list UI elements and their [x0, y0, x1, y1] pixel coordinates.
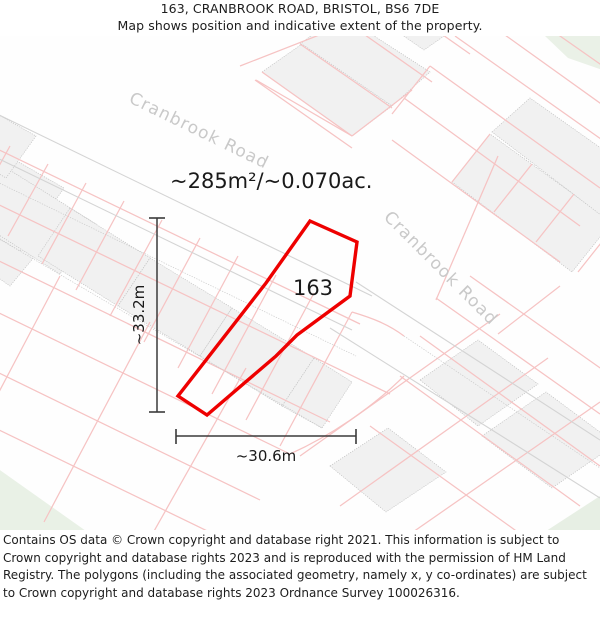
parcel-boundary-layer [0, 36, 600, 530]
parcel-line [451, 133, 491, 183]
green-space-northeast [545, 36, 600, 70]
parcel-line [239, 36, 319, 67]
parcel-line [429, 65, 600, 189]
plot-outline-layer [0, 183, 600, 469]
parcel-line [505, 36, 600, 104]
parcel-line [493, 163, 533, 213]
map-canvas[interactable]: Cranbrook Road Cranbrook Road 163 ~285m²… [0, 36, 600, 530]
parcel-line [299, 43, 393, 109]
road-casing-branch-south [329, 327, 600, 499]
road-casing-south [0, 158, 353, 331]
parcel-line [7, 163, 49, 237]
building-layer [0, 36, 600, 513]
horizontal-dimension: ~30.6m [175, 429, 357, 465]
parcel-line [41, 182, 87, 265]
road-casing-branch-north [355, 281, 600, 441]
parcel-line [0, 312, 291, 455]
building-block [491, 97, 600, 215]
parcel-line [339, 357, 549, 507]
parcel-line [0, 204, 391, 395]
parcel-line [454, 36, 600, 140]
plot-outline [0, 239, 323, 429]
parcel-line [351, 311, 405, 337]
page-header: 163, CRANBROOK ROAD, BRISTOL, BS6 7DE Ma… [0, 0, 600, 36]
parcel-line [403, 97, 581, 227]
parcel-line [43, 321, 151, 523]
page-title: 163, CRANBROOK ROAD, BRISTOL, BS6 7DE [160, 1, 440, 16]
parcel-line [289, 375, 405, 455]
building-block [419, 339, 539, 427]
parcel-line [391, 65, 431, 115]
parcel-line [577, 243, 600, 273]
parcel-line [211, 274, 277, 395]
building-block [329, 427, 447, 513]
parcel-line [419, 335, 600, 467]
property-extent-layer[interactable] [175, 218, 359, 418]
area-label: ~285m²/~0.070ac. [170, 169, 372, 193]
building-block [403, 36, 445, 51]
parcel-line [0, 145, 11, 166]
parcel-line [0, 372, 261, 501]
parcel-line [177, 255, 239, 369]
parcel-line [0, 275, 61, 392]
vertical-dimension-label: ~33.2m [130, 285, 148, 346]
parcel-line [254, 79, 353, 149]
plot-outline [0, 183, 357, 357]
road-casing-north [0, 114, 373, 297]
page-footer: Contains OS data © Crown copyright and d… [0, 530, 600, 625]
parcel-line [261, 71, 353, 137]
vertical-dimension: ~33.2m [130, 217, 165, 413]
parcel-line [535, 193, 575, 243]
horizontal-dimension-label: ~30.6m [236, 447, 297, 465]
parcel-line [365, 36, 433, 83]
property-number-label: 163 [293, 276, 333, 300]
parcel-line [245, 292, 315, 421]
parcel-line [391, 139, 561, 263]
building-block [481, 391, 600, 489]
parcel-line [109, 219, 163, 317]
green-space-southeast [547, 496, 600, 530]
map-svg: Cranbrook Road Cranbrook Road 163 ~285m²… [0, 36, 600, 530]
parcel-line [351, 89, 413, 137]
parcel-line [443, 36, 471, 55]
parcel-line [153, 367, 247, 530]
parcel-line [255, 79, 353, 137]
parcel-line [435, 155, 499, 301]
plot-outline [403, 335, 600, 469]
green-space-southwest [0, 470, 85, 530]
green-space-layer [0, 36, 600, 530]
parcel-line [469, 275, 600, 369]
parcel-line [414, 401, 600, 530]
parcel-line [435, 297, 600, 415]
road-layer [0, 114, 600, 499]
parcel-line [143, 237, 201, 343]
property-boundary-polygon[interactable] [175, 218, 359, 418]
parcel-line [399, 375, 581, 507]
parcel-line [299, 313, 501, 457]
copyright-text: Contains OS data © Crown copyright and d… [3, 533, 587, 600]
building-block [0, 115, 37, 179]
parcel-line [497, 285, 561, 335]
page-subtitle: Map shows position and indicative extent… [117, 18, 483, 33]
parcel-line [0, 149, 361, 325]
parcel-line [0, 429, 207, 530]
parcel-line [369, 425, 516, 530]
